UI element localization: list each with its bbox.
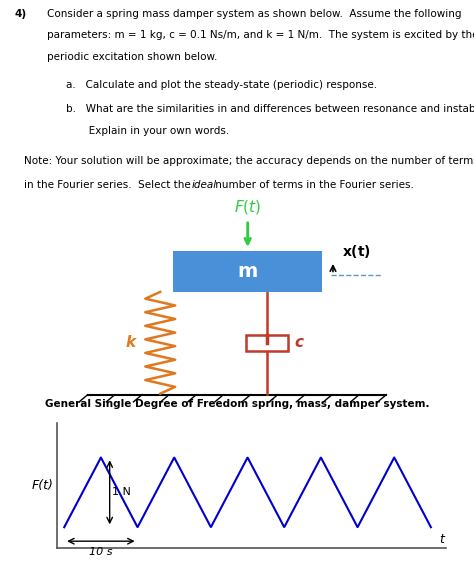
- Text: k: k: [125, 335, 136, 350]
- Text: c: c: [294, 335, 303, 350]
- Bar: [173, 251, 322, 292]
- Text: a.   Calculate and plot the steady-state (periodic) response.: a. Calculate and plot the steady-state (…: [66, 81, 377, 90]
- Text: parameters: m = 1 kg, c = 0.1 Ns/m, and k = 1 N/m.  The system is excited by the: parameters: m = 1 kg, c = 0.1 Ns/m, and …: [47, 30, 474, 41]
- Text: periodic excitation shown below.: periodic excitation shown below.: [47, 52, 218, 62]
- Text: t: t: [439, 533, 444, 546]
- Text: 1 N: 1 N: [112, 487, 131, 497]
- Text: ideal: ideal: [192, 180, 217, 190]
- Text: Explain in your own words.: Explain in your own words.: [66, 126, 229, 136]
- Y-axis label: F(t): F(t): [32, 479, 54, 492]
- Text: $F(t)$: $F(t)$: [234, 198, 261, 216]
- Text: b.   What are the similarities in and differences between resonance and instabil: b. What are the similarities in and diff…: [66, 104, 474, 114]
- Text: $\mathbf{x(t)}$: $\mathbf{x(t)}$: [341, 243, 371, 260]
- Bar: [246, 335, 288, 351]
- Text: number of terms in the Fourier series.: number of terms in the Fourier series.: [212, 180, 414, 190]
- Text: m: m: [237, 262, 258, 281]
- Text: 4): 4): [14, 9, 27, 19]
- Text: General Single Degree of Freedom spring, mass, damper system.: General Single Degree of Freedom spring,…: [45, 399, 429, 409]
- Text: Note: Your solution will be approximate; the accuracy depends on the number of t: Note: Your solution will be approximate;…: [24, 156, 474, 166]
- Text: in the Fourier series.  Select the: in the Fourier series. Select the: [24, 180, 194, 190]
- Text: 10 s: 10 s: [89, 547, 113, 557]
- Text: Consider a spring mass damper system as shown below.  Assume the following: Consider a spring mass damper system as …: [47, 9, 462, 19]
